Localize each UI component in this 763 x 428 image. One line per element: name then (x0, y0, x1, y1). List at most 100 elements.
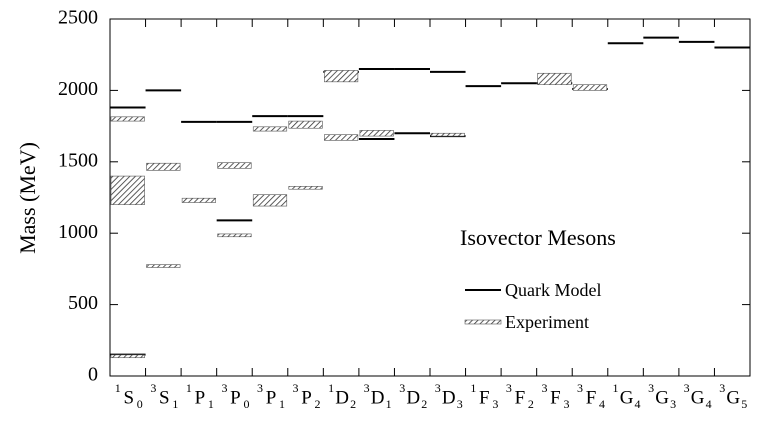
x-tick-sub: 2 (421, 397, 427, 411)
y-tick-label: 0 (88, 364, 98, 386)
x-tick-sup: 3 (293, 381, 299, 395)
x-tick-letter: S (159, 387, 170, 408)
x-tick-sub: 0 (137, 397, 143, 411)
y-tick-label: 2500 (58, 7, 98, 29)
x-tick-letter: G (655, 387, 669, 408)
x-tick-sub: 1 (208, 397, 214, 411)
y-tick-label: 500 (68, 292, 98, 314)
x-tick-sup: 1 (115, 381, 121, 395)
x-tick-sup: 1 (328, 381, 334, 395)
x-tick-letter: D (371, 387, 385, 408)
x-tick-letter: F (550, 387, 561, 408)
x-tick-sub: 4 (599, 397, 605, 411)
x-tick-sub: 1 (279, 397, 285, 411)
x-tick-sub: 3 (670, 397, 676, 411)
experiment-level (288, 120, 323, 129)
x-tick-sup: 3 (435, 381, 441, 395)
x-tick-letter: P (195, 387, 206, 408)
x-tick-sup: 3 (541, 381, 547, 395)
x-tick-sup: 3 (257, 381, 263, 395)
x-tick-letter: D (442, 387, 456, 408)
experiment-level (110, 116, 145, 122)
y-axis-label: Mass (MeV) (15, 142, 40, 254)
experiment-level (217, 162, 252, 169)
x-tick-sup: 3 (648, 381, 654, 395)
x-tick-sub: 3 (563, 397, 569, 411)
legend-label: Quark Model (505, 280, 601, 300)
x-tick-sub: 3 (457, 397, 463, 411)
experiment-level (252, 194, 288, 207)
x-tick-sub: 4 (635, 397, 641, 411)
x-tick-sup: 1 (613, 381, 619, 395)
x-tick-letter: D (335, 387, 349, 408)
y-tick-label: 1500 (58, 149, 98, 171)
experiment-level (537, 72, 572, 85)
x-tick-letter: S (123, 387, 134, 408)
x-tick-sub: 4 (706, 397, 712, 411)
experiment-level (572, 84, 608, 91)
annotation: Isovector Mesons (460, 225, 616, 250)
x-tick-letter: F (479, 387, 490, 408)
y-tick-label: 2000 (58, 78, 98, 100)
experiment-level (146, 264, 181, 268)
x-tick-sup: 3 (150, 381, 156, 395)
x-tick-letter: P (301, 387, 312, 408)
x-tick-sub: 1 (172, 397, 178, 411)
experiment-level (324, 134, 359, 141)
experiment-level (146, 162, 181, 171)
experiment-level (110, 175, 145, 205)
x-tick-sup: 3 (719, 381, 725, 395)
x-tick-letter: G (726, 387, 740, 408)
x-tick-sup: 3 (506, 381, 512, 395)
experiment-level (288, 186, 323, 190)
legend-swatch (464, 319, 502, 325)
x-tick-sub: 0 (243, 397, 249, 411)
x-tick-sub: 2 (528, 397, 534, 411)
experiment-level (359, 130, 394, 137)
x-tick-sup: 1 (186, 381, 192, 395)
x-tick-sub: 5 (741, 397, 747, 411)
x-tick-letter: G (691, 387, 705, 408)
x-tick-sup: 3 (364, 381, 370, 395)
experiment-level (217, 233, 252, 238)
x-tick-letter: F (515, 387, 526, 408)
x-tick-sup: 3 (684, 381, 690, 395)
experiment-level (252, 126, 288, 132)
x-tick-sub: 1 (386, 397, 392, 411)
x-tick-letter: F (586, 387, 597, 408)
x-tick-sup: 3 (399, 381, 405, 395)
x-tick-letter: P (230, 387, 241, 408)
x-tick-sup: 3 (221, 381, 227, 395)
x-tick-letter: P (266, 387, 277, 408)
x-tick-letter: G (620, 387, 634, 408)
experiment-level (181, 197, 216, 203)
experiment-level (324, 70, 359, 83)
experiment-level (110, 354, 145, 359)
legend-label: Experiment (505, 312, 589, 332)
x-tick-sub: 2 (315, 397, 321, 411)
x-tick-sup: 3 (577, 381, 583, 395)
x-tick-letter: D (406, 387, 420, 408)
x-tick-sup: 1 (470, 381, 476, 395)
y-tick-label: 1000 (58, 221, 98, 243)
x-tick-sub: 3 (492, 397, 498, 411)
